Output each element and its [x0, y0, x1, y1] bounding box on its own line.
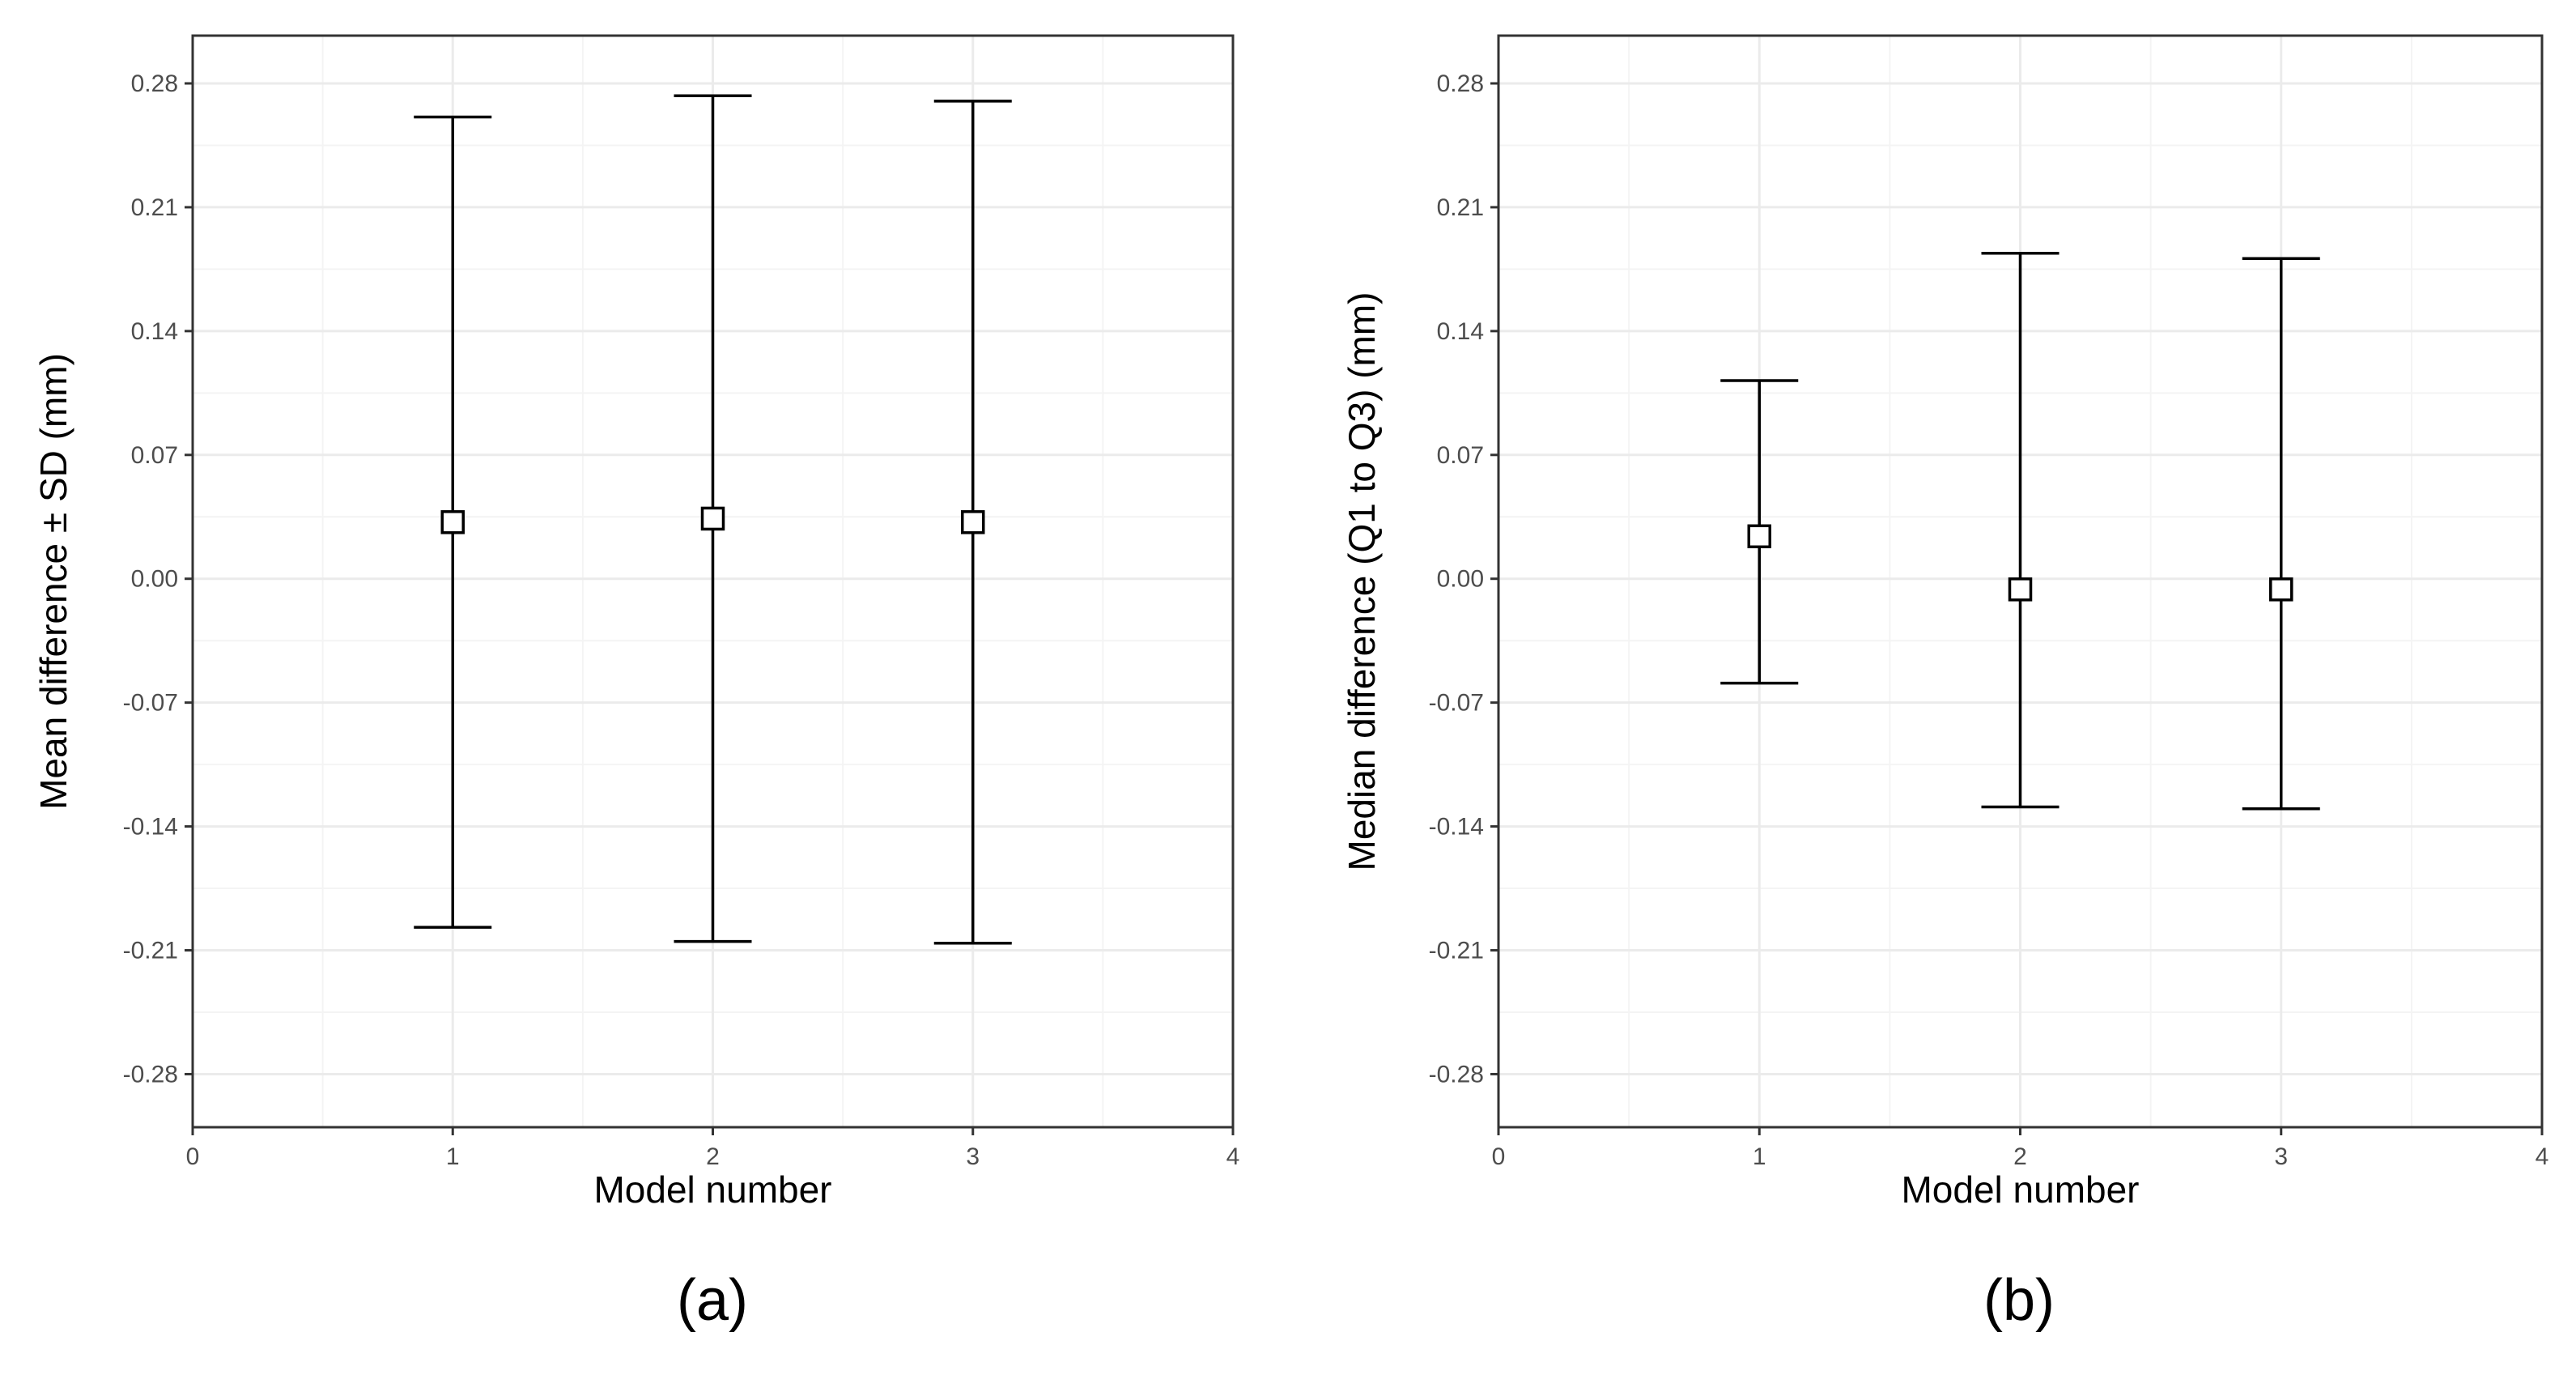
y-axis-title: Median difference (Q1 to Q3) (mm) — [1341, 292, 1383, 871]
y-tick-label: 0.07 — [131, 442, 178, 469]
point-marker — [2008, 577, 2033, 602]
x-tick-label: 3 — [2274, 1143, 2288, 1170]
x-tick-label: 0 — [1492, 1143, 1506, 1170]
grid — [1497, 36, 2544, 1127]
point-marker — [961, 510, 985, 534]
point-marker — [1747, 524, 1771, 549]
x-tick-label: 4 — [2536, 1143, 2549, 1170]
point-marker — [700, 506, 725, 531]
y-tick-label: 0.21 — [131, 194, 178, 221]
y-tick-label: 0.07 — [1437, 442, 1484, 469]
y-tick-label: -0.07 — [123, 690, 178, 717]
panel-b: -0.28 -0.21 -0.14 -0.07 0.00 0.07 0.14 0.21 0.28… — [1341, 34, 2549, 1333]
y-tick-label: 0.00 — [1437, 566, 1484, 593]
x-tick-label: 1 — [446, 1143, 460, 1170]
panel-label: (b) — [1983, 1268, 2055, 1333]
x-axis-title: Model number — [593, 1169, 831, 1211]
y-tick-label: 0.28 — [131, 70, 178, 97]
y-tick-label: -0.28 — [1429, 1061, 1484, 1088]
error-bar-1 — [414, 115, 492, 929]
y-tick-label: 0.14 — [131, 318, 178, 345]
y-tick-label: 0.21 — [1437, 194, 1484, 221]
y-tick-label: 0.14 — [1437, 318, 1484, 345]
x-tick-label: 4 — [1226, 1143, 1240, 1170]
error-bar-2 — [1981, 251, 2060, 809]
error-bar-2 — [674, 94, 752, 943]
panel-label: (a) — [677, 1268, 748, 1333]
error-bar-3 — [2242, 257, 2320, 811]
x-tick-label: 2 — [2013, 1143, 2027, 1170]
y-tick-label: -0.21 — [123, 938, 178, 964]
y-tick-label: -0.28 — [123, 1061, 178, 1088]
y-tick-label: -0.07 — [1429, 690, 1484, 717]
x-tick-label: 1 — [1753, 1143, 1766, 1170]
y-tick-label: 0.28 — [1437, 70, 1484, 97]
y-tick-label: -0.14 — [123, 814, 178, 841]
point-marker — [440, 510, 465, 534]
error-bar-3 — [933, 100, 1012, 945]
x-tick-label: 0 — [186, 1143, 200, 1170]
panel-a: -0.28 -0.21 -0.14 -0.07 0.00 0.07 0.14 0.21 0.28… — [32, 34, 1240, 1333]
x-tick-label: 2 — [706, 1143, 720, 1170]
y-tick-label: -0.14 — [1429, 814, 1484, 841]
x-axis-title: Model number — [1901, 1169, 2139, 1211]
y-axis-title: Mean difference ± SD (mm) — [32, 353, 74, 810]
error-bar-1 — [1720, 379, 1799, 685]
x-tick-label: 3 — [966, 1143, 980, 1170]
y-tick-label: -0.21 — [1429, 938, 1484, 964]
y-tick-label: 0.00 — [131, 566, 178, 593]
point-marker — [2269, 577, 2293, 602]
